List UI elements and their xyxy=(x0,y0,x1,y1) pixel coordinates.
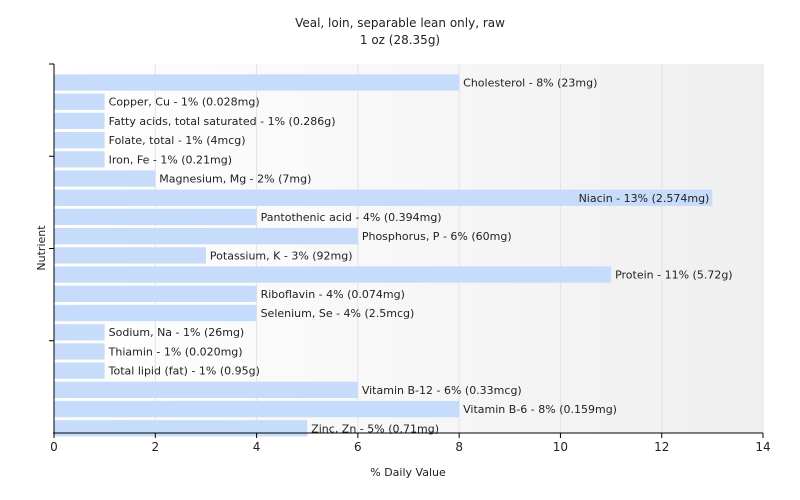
bar-label: Fatty acids, total saturated - 1% (0.286… xyxy=(109,115,336,128)
x-tick-label: 4 xyxy=(253,440,261,454)
axes xyxy=(49,63,763,434)
bar-label: Protein - 11% (5.72g) xyxy=(615,269,733,282)
bar xyxy=(54,304,257,322)
bar-label: Pantothenic acid - 4% (0.394mg) xyxy=(261,211,442,224)
chart-title: Veal, loin, separable lean only, raw xyxy=(295,16,505,30)
bar-label: Riboflavin - 4% (0.074mg) xyxy=(261,288,405,301)
bar-label: Thiamin - 1% (0.020mg) xyxy=(108,345,243,358)
bar-label: Magnesium, Mg - 2% (7mg) xyxy=(159,173,311,186)
bar xyxy=(54,93,105,110)
bar-label: Total lipid (fat) - 1% (0.95g) xyxy=(108,365,260,378)
bar xyxy=(54,151,105,168)
x-axis-ticks: 0 2 4 6 8 10 12 14 xyxy=(50,433,771,454)
bar-label: Selenium, Se - 4% (2.5mcg) xyxy=(261,307,415,320)
bar-label: Potassium, K - 3% (92mg) xyxy=(210,249,353,262)
bar xyxy=(54,247,206,264)
bar-label: Vitamin B-12 - 6% (0.33mcg) xyxy=(362,384,522,397)
bar xyxy=(54,74,460,91)
x-tick-label: 6 xyxy=(354,440,362,454)
bar-label: Zinc, Zn - 5% (0.71mg) xyxy=(311,422,439,435)
bar xyxy=(54,170,156,187)
bar xyxy=(54,266,612,283)
grid-lines xyxy=(154,64,764,433)
x-tick-label: 2 xyxy=(151,440,159,454)
bar-label: Folate, total - 1% (4mcg) xyxy=(109,134,246,147)
x-tick-label: 8 xyxy=(455,440,463,454)
x-tick-label: 14 xyxy=(755,440,770,454)
x-tick-label: 12 xyxy=(654,440,669,454)
bar xyxy=(54,362,105,379)
bar xyxy=(54,112,105,130)
bars: Cholesterol - 8% (23mg) Copper, Cu - 1% (… xyxy=(54,74,733,437)
x-axis-label: % Daily Value xyxy=(370,466,446,479)
bar xyxy=(54,285,257,302)
bar-label: Copper, Cu - 1% (0.028mg) xyxy=(109,96,260,109)
bar xyxy=(54,189,713,206)
bar-label: Cholesterol - 8% (23mg) xyxy=(463,77,597,90)
x-tick-label: 0 xyxy=(50,440,58,454)
bar xyxy=(54,208,257,226)
bar xyxy=(54,343,105,360)
bar-label: Sodium, Na - 1% (26mg) xyxy=(109,326,245,339)
bar xyxy=(54,420,308,437)
bar xyxy=(54,131,105,149)
bar xyxy=(54,324,105,341)
x-tick-label: 10 xyxy=(553,440,568,454)
y-axis-label: Nutrient xyxy=(35,225,48,271)
bar-label: Phosphorus, P - 6% (60mg) xyxy=(362,230,512,243)
bar-label: Iron, Fe - 1% (0.21mg) xyxy=(109,153,232,166)
bar xyxy=(54,381,358,399)
bar xyxy=(54,228,358,245)
bar-label: Niacin - 13% (2.574mg) xyxy=(579,192,710,205)
chart-subtitle: 1 oz (28.35g) xyxy=(360,33,440,47)
bar-label: Vitamin B-6 - 8% (0.159mg) xyxy=(463,403,617,416)
bar xyxy=(54,400,460,418)
